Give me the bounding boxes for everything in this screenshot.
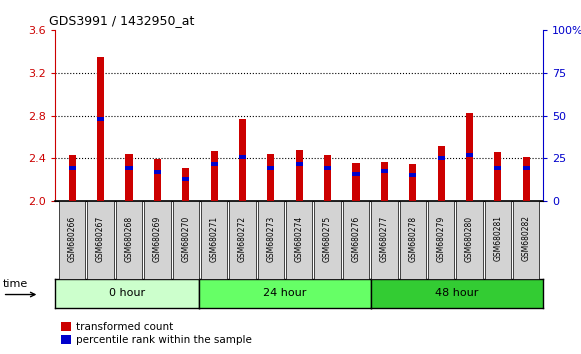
Bar	[182, 168, 189, 201]
Text: GSM680274: GSM680274	[295, 215, 304, 262]
Bar	[210, 162, 218, 166]
Bar	[267, 166, 274, 170]
Text: GSM680273: GSM680273	[266, 215, 275, 262]
Bar	[494, 166, 501, 170]
Bar	[239, 119, 246, 201]
Text: GSM680266: GSM680266	[68, 215, 77, 262]
Text: GSM680276: GSM680276	[352, 215, 360, 262]
Text: percentile rank within the sample: percentile rank within the sample	[76, 335, 252, 345]
Text: GSM680279: GSM680279	[436, 215, 446, 262]
Bar	[494, 152, 501, 201]
Bar	[324, 155, 331, 201]
Text: GDS3991 / 1432950_at: GDS3991 / 1432950_at	[49, 14, 195, 27]
Text: GSM680280: GSM680280	[465, 215, 474, 262]
Bar	[466, 153, 473, 157]
Text: GSM680271: GSM680271	[210, 215, 218, 262]
Bar	[69, 155, 76, 201]
Bar	[125, 154, 132, 201]
Bar	[296, 162, 303, 166]
Text: GSM680277: GSM680277	[380, 215, 389, 262]
Bar	[324, 166, 331, 170]
Bar	[437, 156, 444, 160]
Bar	[97, 117, 104, 121]
Bar	[409, 164, 416, 201]
Bar	[239, 155, 246, 159]
Bar	[154, 159, 161, 201]
Text: 0 hour: 0 hour	[109, 289, 145, 298]
Bar	[154, 170, 161, 174]
Bar	[466, 113, 473, 201]
Bar	[381, 161, 388, 201]
Bar	[353, 162, 360, 201]
Bar	[409, 173, 416, 177]
Bar	[267, 154, 274, 201]
Text: GSM680278: GSM680278	[408, 215, 417, 262]
Bar	[210, 151, 218, 201]
Text: GSM680272: GSM680272	[238, 215, 247, 262]
Bar	[125, 166, 132, 170]
Bar	[523, 166, 530, 170]
Bar	[437, 145, 444, 201]
Bar	[523, 157, 530, 201]
Bar	[182, 177, 189, 181]
Bar	[296, 150, 303, 201]
Text: GSM680281: GSM680281	[493, 216, 503, 262]
Text: time: time	[2, 279, 28, 289]
Text: GSM680282: GSM680282	[522, 216, 530, 262]
Text: transformed count: transformed count	[76, 321, 173, 332]
Text: GSM680267: GSM680267	[96, 215, 105, 262]
Text: 24 hour: 24 hour	[263, 289, 307, 298]
Bar	[381, 169, 388, 173]
Text: GSM680268: GSM680268	[124, 215, 134, 262]
Text: GSM680269: GSM680269	[153, 215, 162, 262]
Text: GSM680270: GSM680270	[181, 215, 190, 262]
Text: 48 hour: 48 hour	[435, 289, 479, 298]
Text: GSM680275: GSM680275	[323, 215, 332, 262]
Bar	[69, 166, 76, 170]
Bar	[353, 172, 360, 176]
Bar	[97, 57, 104, 201]
